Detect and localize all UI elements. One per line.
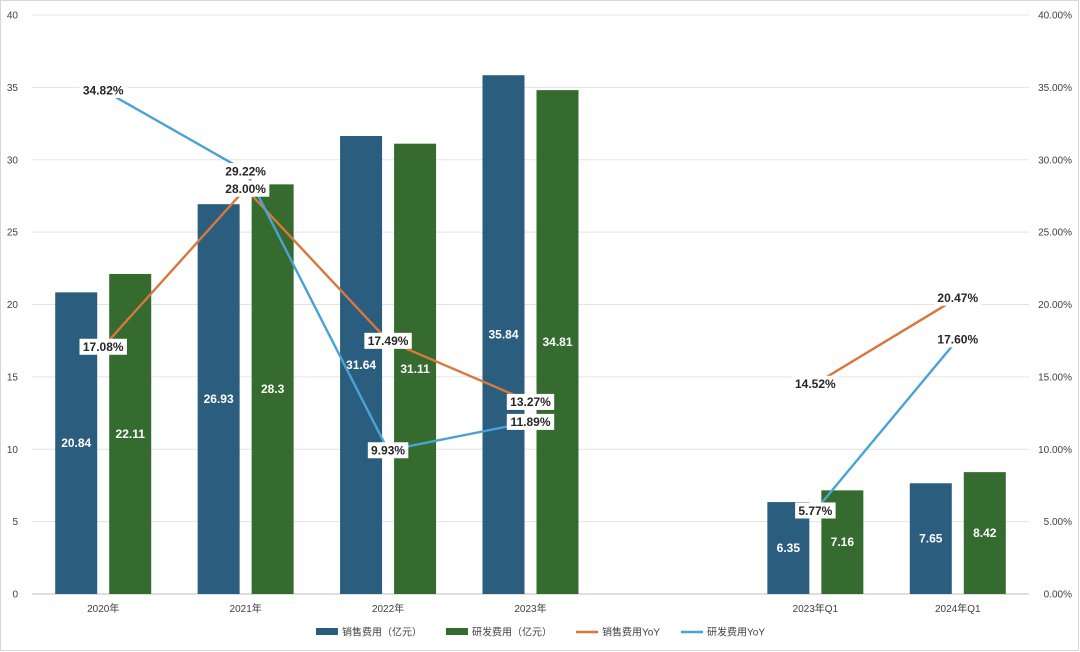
legend-label: 研发费用（亿元） bbox=[472, 626, 552, 639]
gridlines bbox=[32, 14, 1029, 595]
x-axis-tick: 2022年 bbox=[372, 602, 404, 615]
right-axis-tick: 0.00% bbox=[1044, 590, 1072, 601]
left-axis-tick: 20 bbox=[7, 300, 19, 311]
left-axis: 0 5 10 15 20 25 30 35 40 bbox=[7, 11, 19, 601]
yoy-label-bg bbox=[934, 331, 982, 348]
right-axis: 0.00% 5.00% 10.00% 15.00% 20.00% 25.00% 30.00%… bbox=[1038, 11, 1072, 601]
bar bbox=[109, 273, 152, 594]
yoy-label-bg bbox=[506, 393, 555, 410]
bar-value-label: 22.11 bbox=[116, 427, 146, 441]
yoy-line bbox=[814, 338, 959, 512]
yoy-value-label: 5.77% bbox=[798, 504, 832, 518]
yoy-label-bg bbox=[795, 502, 836, 519]
yoy-label-bg bbox=[364, 332, 412, 349]
legend-swatch bbox=[316, 628, 338, 635]
left-axis-tick: 30 bbox=[7, 155, 19, 166]
bar-value-label: 6.35 bbox=[777, 541, 801, 555]
legend-label: 销售费用（亿元） bbox=[342, 626, 422, 639]
yoy-label-bg bbox=[79, 81, 127, 98]
bar bbox=[963, 472, 1006, 594]
yoy-value-label: 14.52% bbox=[795, 377, 836, 391]
bar-value-label: 31.64 bbox=[346, 358, 376, 372]
bar-value-label: 34.81 bbox=[542, 335, 572, 349]
bar-value-label: 7.16 bbox=[831, 535, 855, 549]
yoy-value-label: 29.22% bbox=[225, 164, 266, 178]
bar-value-label: 26.93 bbox=[204, 392, 234, 406]
bar-value-label: 8.42 bbox=[973, 526, 997, 540]
bar bbox=[536, 90, 579, 595]
right-axis-tick: 10.00% bbox=[1038, 445, 1072, 456]
yoy-value-label: 9.93% bbox=[371, 444, 405, 458]
yoy-label-bg bbox=[934, 289, 982, 306]
yoy-lines bbox=[102, 88, 959, 512]
yoy-value-label: 28.00% bbox=[225, 182, 266, 196]
yoy-label-bg bbox=[791, 375, 840, 392]
bar-value-label: 28.3 bbox=[261, 382, 285, 396]
bar-value-label: 31.11 bbox=[400, 362, 430, 376]
x-axis-tick: 2024年Q1 bbox=[935, 602, 981, 615]
bar-value-label: 20.84 bbox=[61, 436, 91, 450]
yoy-value-label: 17.08% bbox=[83, 340, 124, 354]
yoy-value-label: 13.27% bbox=[510, 395, 551, 409]
x-axis-tick: 2023年 bbox=[514, 602, 546, 615]
right-axis-tick: 40.00% bbox=[1038, 11, 1072, 22]
right-axis-tick: 35.00% bbox=[1038, 83, 1072, 94]
bar bbox=[909, 483, 952, 594]
yoy-line bbox=[814, 296, 959, 385]
x-axis: 2020年 2021年 2022年 2023年 2023年Q1 2024年Q1 bbox=[87, 602, 981, 615]
yoy-label-bg bbox=[79, 338, 127, 355]
right-axis-tick: 20.00% bbox=[1038, 300, 1072, 311]
yoy-value-label: 17.49% bbox=[368, 334, 409, 348]
yoy-label-bg bbox=[506, 413, 555, 430]
left-axis-tick: 5 bbox=[12, 517, 18, 528]
yoy-label-bg bbox=[221, 163, 270, 180]
bar bbox=[197, 204, 240, 595]
bar bbox=[340, 136, 383, 595]
yoy-label-bg bbox=[367, 442, 409, 459]
right-axis-tick: 15.00% bbox=[1038, 372, 1072, 383]
legend-label: 销售费用YoY bbox=[602, 626, 660, 639]
x-axis-tick: 2020年 bbox=[87, 602, 119, 615]
yoy-line bbox=[102, 88, 531, 452]
bar bbox=[394, 143, 437, 595]
yoy-line bbox=[102, 187, 531, 404]
legend-swatch bbox=[446, 628, 468, 635]
yoy-value-label: 20.47% bbox=[937, 291, 978, 305]
left-axis-tick: 40 bbox=[7, 11, 19, 22]
left-axis-tick: 0 bbox=[12, 590, 18, 601]
yoy-value-label: 11.89% bbox=[510, 415, 550, 429]
yoy-value-label: 17.60% bbox=[937, 333, 978, 347]
bar-value-label: 35.84 bbox=[488, 328, 518, 342]
left-axis-tick: 10 bbox=[7, 445, 19, 456]
right-axis-tick: 25.00% bbox=[1038, 228, 1072, 239]
left-axis-tick: 35 bbox=[7, 83, 19, 94]
left-axis-tick: 15 bbox=[7, 372, 19, 383]
right-axis-tick: 5.00% bbox=[1044, 517, 1072, 528]
x-axis-tick: 2021年 bbox=[230, 602, 262, 615]
yoy-labels: 17.08% 28.00% 17.49% 13.27% 14.52% 20.47% 34.8… bbox=[79, 81, 982, 519]
legend: 销售费用（亿元） 研发费用（亿元） 销售费用YoY 研发费用YoY bbox=[316, 626, 765, 639]
yoy-label-bg bbox=[221, 180, 270, 197]
x-axis-tick: 2023年Q1 bbox=[793, 602, 839, 615]
left-axis-tick: 25 bbox=[7, 228, 19, 239]
right-axis-tick: 30.00% bbox=[1038, 155, 1072, 166]
bar bbox=[482, 75, 525, 594]
bars: 20.84 26.93 31.64 35.84 6.35 7.65 22.11 28.3 31.… bbox=[55, 75, 1006, 595]
legend-label: 研发费用YoY bbox=[707, 626, 765, 639]
bar-value-label: 7.65 bbox=[919, 532, 943, 546]
yoy-value-label: 34.82% bbox=[83, 83, 124, 97]
